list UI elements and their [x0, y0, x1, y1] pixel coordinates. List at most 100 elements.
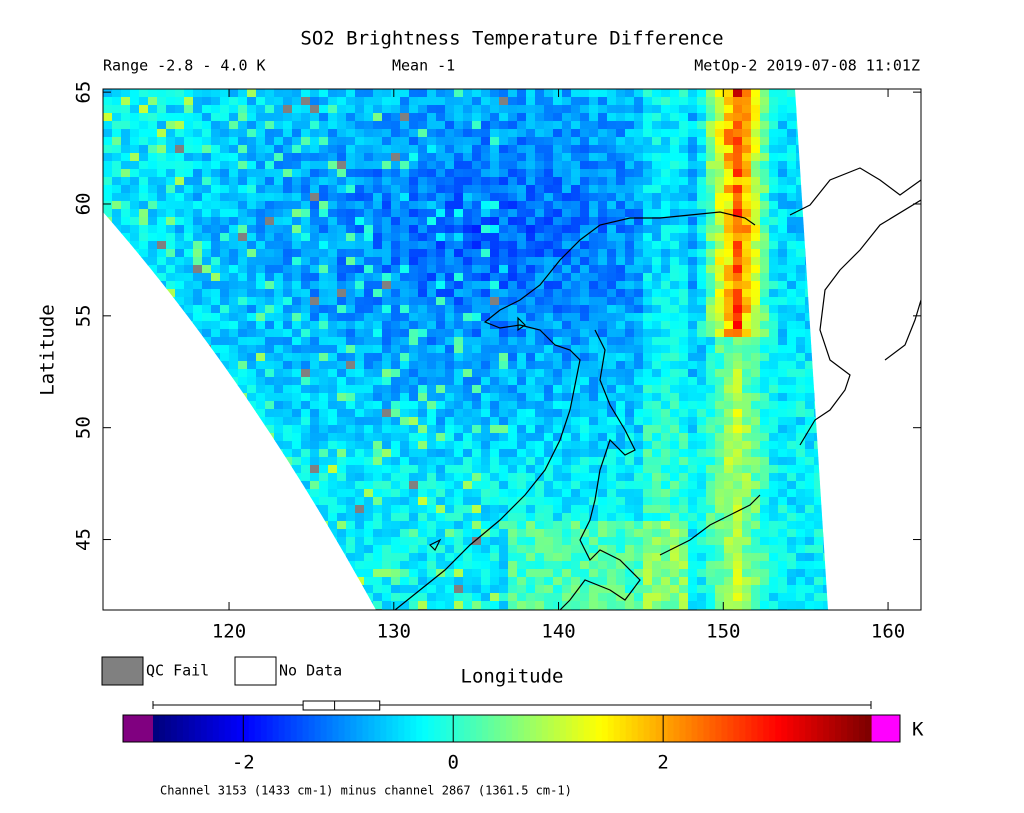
- pixel: [211, 145, 221, 154]
- pixel: [670, 417, 680, 426]
- pixel: [661, 465, 671, 474]
- pixel: [274, 473, 284, 482]
- pixel: [751, 369, 761, 378]
- pixel: [760, 217, 770, 226]
- pixel: [526, 177, 536, 186]
- pixel: [121, 281, 131, 290]
- pixel: [805, 521, 815, 530]
- pixel: [481, 225, 491, 234]
- pixel: [274, 209, 284, 218]
- pixel: [733, 297, 743, 306]
- pixel: [706, 337, 716, 346]
- pixel: [607, 209, 617, 218]
- pixel: [535, 417, 545, 426]
- pixel: [229, 305, 239, 314]
- pixel: [463, 113, 473, 122]
- pixel: [463, 217, 473, 226]
- pixel: [697, 233, 707, 242]
- pixel: [508, 105, 518, 114]
- pixel: [193, 441, 203, 450]
- pixel: [598, 497, 608, 506]
- pixel: [733, 329, 743, 338]
- pixel: [319, 169, 329, 178]
- pixel: [508, 113, 518, 122]
- pixel: [535, 345, 545, 354]
- pixel: [166, 401, 176, 410]
- pixel: [157, 185, 167, 194]
- pixel: [688, 113, 698, 122]
- pixel: [238, 313, 248, 322]
- pixel: [607, 353, 617, 362]
- pixel: [499, 281, 509, 290]
- pixel: [580, 113, 590, 122]
- pixel: [688, 289, 698, 298]
- pixel: [301, 297, 311, 306]
- pixel: [283, 417, 293, 426]
- pixel: [292, 113, 302, 122]
- pixel: [121, 521, 131, 530]
- pixel: [193, 137, 203, 146]
- pixel: [562, 449, 572, 458]
- pixel: [814, 297, 824, 306]
- pixel: [823, 329, 828, 338]
- pixel: [733, 281, 743, 290]
- pixel: [175, 249, 185, 258]
- pixel: [598, 265, 608, 274]
- pixel: [796, 209, 806, 218]
- pixel: [742, 473, 752, 482]
- pixel: [535, 537, 545, 546]
- pixel: [508, 577, 518, 586]
- pixel: [337, 441, 347, 450]
- pixel: [661, 329, 671, 338]
- pixel: [256, 121, 266, 130]
- pixel: [706, 305, 716, 314]
- pixel: [274, 393, 284, 402]
- pixel: [625, 193, 635, 202]
- pixel: [445, 481, 455, 490]
- pixel: [427, 505, 437, 514]
- pixel: [364, 209, 374, 218]
- pixel: [373, 185, 383, 194]
- pixel: [472, 505, 482, 514]
- pixel: [589, 409, 599, 418]
- pixel: [544, 249, 554, 258]
- pixel: [724, 225, 734, 234]
- pixel: [742, 97, 752, 106]
- pixel: [319, 201, 329, 210]
- pixel: [112, 313, 122, 322]
- pixel: [301, 345, 311, 354]
- pixel: [364, 185, 374, 194]
- pixel: [697, 169, 707, 178]
- pixel: [328, 169, 338, 178]
- pixel: [769, 473, 779, 482]
- pixel: [382, 169, 392, 178]
- pixel: [499, 273, 509, 282]
- pixel: [238, 273, 248, 282]
- pixel: [454, 545, 464, 554]
- pixel: [310, 161, 320, 170]
- pixel: [643, 489, 653, 498]
- pixel: [256, 465, 266, 474]
- pixel: [184, 257, 194, 266]
- pixel: [454, 337, 464, 346]
- pixel: [571, 449, 581, 458]
- pixel: [679, 201, 689, 210]
- pixel: [580, 497, 590, 506]
- pixel: [670, 409, 680, 418]
- pixel: [751, 297, 761, 306]
- pixel: [121, 393, 131, 402]
- pixel: [508, 209, 518, 218]
- pixel: [661, 313, 671, 322]
- pixel: [355, 105, 365, 114]
- pixel: [571, 361, 581, 370]
- pixel: [355, 257, 365, 266]
- pixel: [706, 89, 716, 98]
- pixel: [130, 441, 140, 450]
- pixel: [787, 457, 797, 466]
- pixel: [373, 385, 383, 394]
- pixel: [625, 233, 635, 242]
- pixel: [481, 273, 491, 282]
- pixel: [220, 153, 230, 162]
- pixel: [715, 457, 725, 466]
- pixel: [607, 489, 617, 498]
